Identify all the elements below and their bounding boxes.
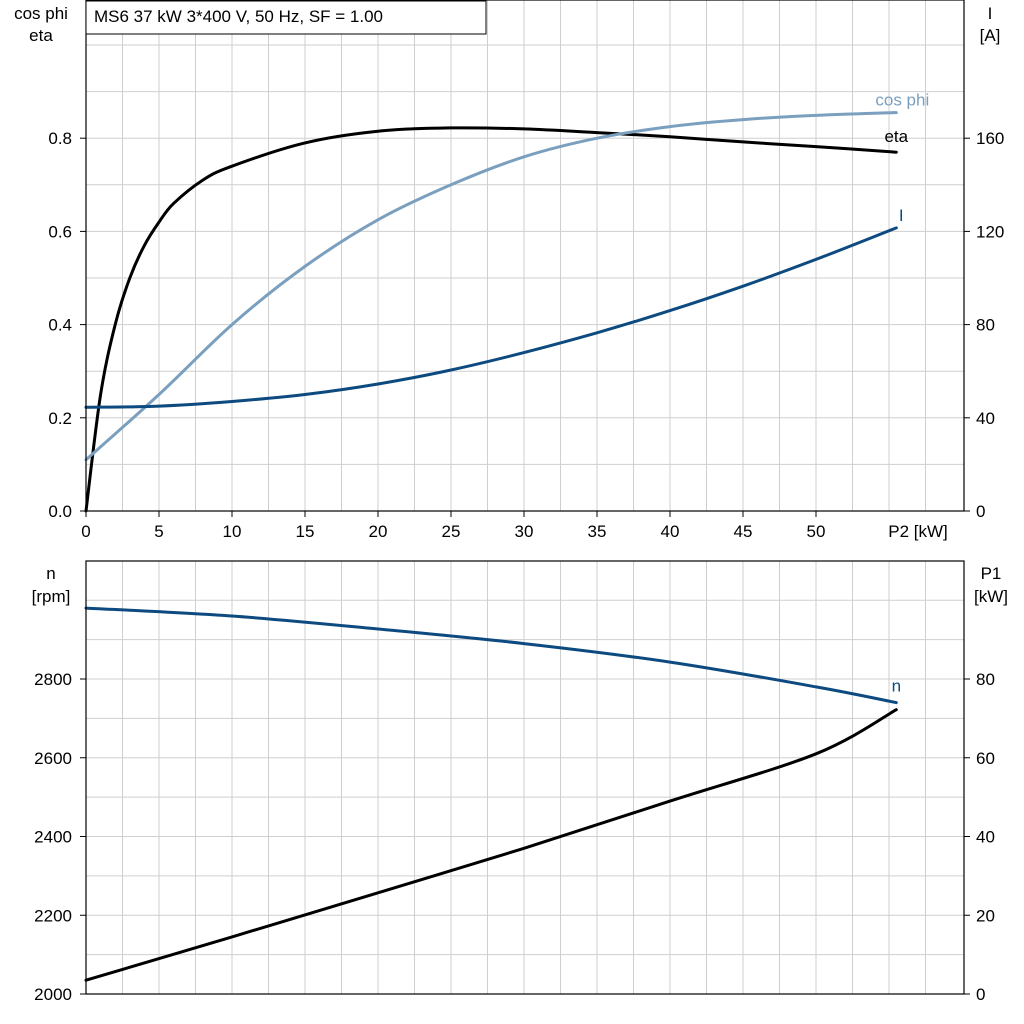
x-tick-label: 40 [661, 522, 680, 541]
x-tick-label: 30 [515, 522, 534, 541]
left-y-tick-label: 0.8 [48, 129, 72, 148]
x-tick-label: 50 [807, 522, 826, 541]
bottom-left-y-tick-label: 2800 [34, 670, 72, 689]
series-p1-line [84, 708, 898, 982]
right-y-tick-label: 160 [976, 129, 1004, 148]
bottom-left-axis-label-1: n [46, 564, 55, 583]
bottom-left-y-tick-label: 2400 [34, 828, 72, 847]
right-y-tick-label: 0 [976, 502, 985, 521]
bottom-curves: n [84, 606, 901, 982]
right-y-tick-label: 80 [976, 316, 995, 335]
x-tick-label: 15 [296, 522, 315, 541]
series-cos-phi-line [84, 111, 898, 462]
x-tick-label: 45 [734, 522, 753, 541]
x-axis-label: P2 [kW] [888, 522, 948, 541]
top-panel: eta cos phi I 0 5 10 15 20 25 30 35 40 45 50 0.0 0.2 0.… [14, 0, 1004, 541]
series-eta-line [84, 126, 898, 513]
bottom-right-y-tick-label: 60 [976, 749, 995, 768]
x-tick-label: 20 [369, 522, 388, 541]
bottom-left-axis-label-2: [rpm] [32, 587, 71, 606]
top-right-axis-label-1: I [988, 4, 993, 23]
bottom-right-axis-label-1: P1 [981, 564, 1002, 583]
bottom-right-y-tick-label: 40 [976, 828, 995, 847]
series-eta-label: eta [884, 127, 908, 146]
left-y-tick-label: 0.6 [48, 222, 72, 241]
chart-title: MS6 37 kW 3*400 V, 50 Hz, SF = 1.00 [94, 7, 383, 26]
series-cos-phi-label: cos phi [875, 91, 929, 110]
bottom-right-y-tick-label: 0 [976, 985, 985, 1004]
left-y-tick-label: 0.2 [48, 409, 72, 428]
left-y-tick-label: 0.4 [48, 316, 72, 335]
bottom-grid [86, 561, 964, 994]
top-left-axis-label-2: eta [29, 26, 53, 45]
series-n-line [84, 606, 898, 705]
x-tick-label: 10 [223, 522, 242, 541]
chart-title-box [85, 0, 487, 35]
bottom-left-y-tick-label: 2000 [34, 985, 72, 1004]
right-y-tick-label: 40 [976, 409, 995, 428]
bottom-plot-frame [85, 560, 965, 995]
bottom-left-y-tick-label: 2600 [34, 749, 72, 768]
top-grid [86, 0, 964, 511]
series-i-line [84, 226, 898, 409]
x-tick-label: 5 [154, 522, 163, 541]
top-plot-frame [85, 0, 965, 512]
top-left-axis-label-1: cos phi [14, 4, 68, 23]
right-y-tick-label: 120 [976, 222, 1004, 241]
top-right-axis-label-2: [A] [980, 26, 1001, 45]
bottom-left-y-tick-label: 2200 [34, 906, 72, 925]
left-y-tick-label: 0.0 [48, 502, 72, 521]
bottom-right-axis-label-2: [kW] [974, 587, 1008, 606]
series-n-label: n [892, 677, 901, 696]
bottom-right-y-tick-label: 80 [976, 670, 995, 689]
x-tick-label: 0 [81, 522, 90, 541]
bottom-ticks: 2000 2200 2400 2600 2800 0 20 40 60 80 [34, 670, 995, 1004]
top-curves: eta cos phi I [84, 91, 929, 513]
top-ticks: 0 5 10 15 20 25 30 35 40 45 50 0.0 0.2 0.4 0.6 0.8 0 40 80… [48, 129, 1004, 541]
series-i-label: I [899, 206, 904, 225]
x-tick-label: 35 [588, 522, 607, 541]
bottom-right-y-tick-label: 20 [976, 906, 995, 925]
x-tick-label: 25 [442, 522, 461, 541]
